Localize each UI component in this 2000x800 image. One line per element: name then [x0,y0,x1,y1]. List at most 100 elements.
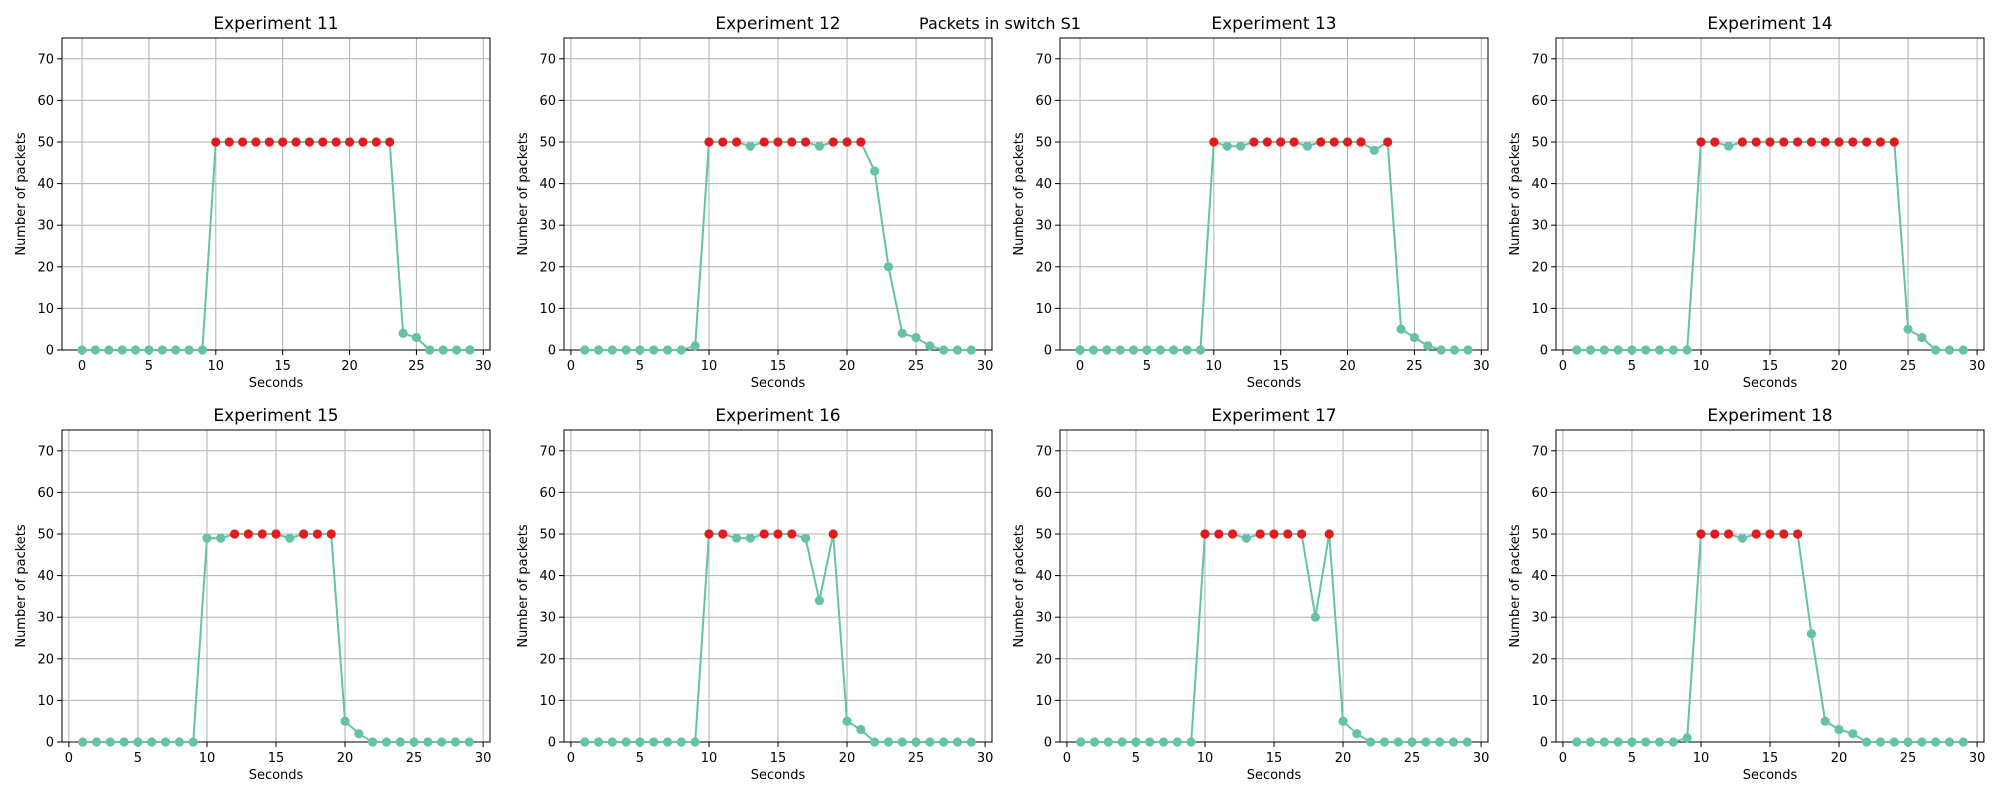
data-point [1436,345,1446,355]
data-point [1310,612,1321,622]
data-point [1158,737,1169,747]
x-tick-label: 30 [1473,359,1490,374]
y-tick-label: 20 [539,652,556,667]
data-point [1117,737,1127,747]
highlight-point [278,137,288,147]
highlight-point [759,529,769,539]
y-tick-label: 20 [1531,652,1548,667]
highlight-point [1779,137,1789,147]
y-tick-label: 30 [1531,219,1548,234]
data-point [1931,737,1941,747]
data-point [1103,737,1113,747]
data-point [133,737,143,747]
highlight-point [1316,137,1326,147]
highlight-point [787,529,797,539]
data-point [381,737,392,747]
data-point [285,533,295,543]
x-tick-label: 20 [341,359,358,374]
y-tick-label: 30 [539,219,556,234]
data-point [1585,737,1596,747]
data-point [1142,345,1152,355]
x-tick-label: 25 [1404,751,1421,766]
data-point [1235,141,1246,151]
data-point [1599,345,1609,355]
data-point [1875,737,1886,747]
data-point [1222,141,1232,151]
subplot-5: 0 5 10 15 20 25 30 0 10 20 30 40 50 60 70 Experiment 15… [14,406,491,783]
highlight-point [331,137,341,147]
data-point [593,345,604,355]
figure-suptitle: Packets in switch S1 [919,14,1081,33]
data-point [398,328,408,338]
y-tick-label: 50 [1035,528,1052,543]
data-point [649,737,659,747]
highlight-point [759,137,769,147]
y-tick-label: 40 [37,569,54,584]
y-tick-label: 70 [1035,52,1052,67]
data-point [188,737,198,747]
data-point [814,595,825,606]
data-point [368,737,378,747]
x-tick-label: 5 [1628,359,1636,374]
data-point [160,737,171,747]
data-point [119,737,129,747]
data-point [1572,737,1582,747]
highlight-point [1262,137,1272,147]
y-tick-label: 40 [37,177,54,192]
x-tick-label: 25 [1900,359,1917,374]
highlight-point [271,529,281,539]
highlight-point [828,137,838,147]
x-tick-label: 15 [274,359,291,374]
y-tick-label: 50 [37,136,54,151]
data-point [621,345,631,355]
x-axis-label: Seconds [1247,376,1302,391]
data-point [1338,716,1348,726]
data-point [939,345,949,355]
data-point [1958,737,1968,747]
subplot-title: Experiment 18 [1707,406,1832,426]
y-tick-label: 30 [539,611,556,626]
y-tick-label: 60 [1531,94,1548,109]
y-tick-label: 50 [539,136,556,151]
data-point [1737,533,1747,543]
subplot-title: Experiment 13 [1211,14,1336,34]
x-tick-label: 20 [1831,359,1848,374]
highlight-point [856,137,866,147]
y-tick-label: 20 [37,652,54,667]
data-point [1369,145,1379,155]
data-point [801,533,811,543]
subplot-4: 0 5 10 15 20 25 30 0 10 20 30 40 50 60 70 Experiment 14… [1508,14,1985,391]
data-point [607,345,617,355]
x-tick-label: 20 [1339,359,1356,374]
highlight-point [1214,529,1224,539]
x-tick-label: 0 [567,359,575,374]
y-tick-label: 10 [37,694,54,709]
x-tick-label: 10 [199,751,216,766]
data-point [1917,332,1927,343]
data-point [593,737,604,747]
x-tick-label: 15 [1266,751,1283,766]
highlight-point [1696,137,1706,147]
data-point [856,724,866,735]
highlight-point [1793,529,1803,539]
x-tick-label: 30 [977,359,994,374]
data-point [649,345,659,355]
data-point [580,737,590,747]
highlight-point [718,529,728,539]
highlight-point [718,137,728,147]
y-tick-label: 0 [548,344,556,359]
data-point [117,345,127,355]
highlight-point [801,137,811,147]
data-point [202,533,212,543]
data-point [1076,737,1086,747]
subplot-title: Experiment 16 [715,406,840,426]
data-point [1944,345,1955,355]
y-tick-label: 50 [539,528,556,543]
x-tick-label: 5 [134,751,142,766]
highlight-point [1820,137,1830,147]
x-tick-label: 10 [701,751,718,766]
x-tick-label: 10 [701,359,718,374]
data-point [1862,737,1872,747]
data-point [1641,737,1651,747]
y-tick-label: 20 [539,260,556,275]
